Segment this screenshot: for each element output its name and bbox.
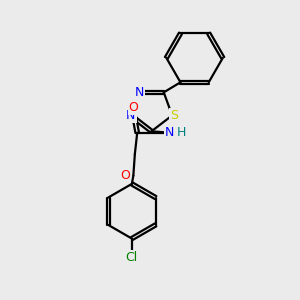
Text: O: O — [120, 169, 130, 182]
Text: H: H — [176, 126, 186, 139]
Text: S: S — [169, 109, 178, 122]
Text: Cl: Cl — [126, 251, 138, 264]
Text: N: N — [134, 86, 144, 99]
Text: O: O — [129, 101, 139, 114]
Text: N: N — [165, 126, 175, 139]
Text: N: N — [126, 109, 136, 122]
